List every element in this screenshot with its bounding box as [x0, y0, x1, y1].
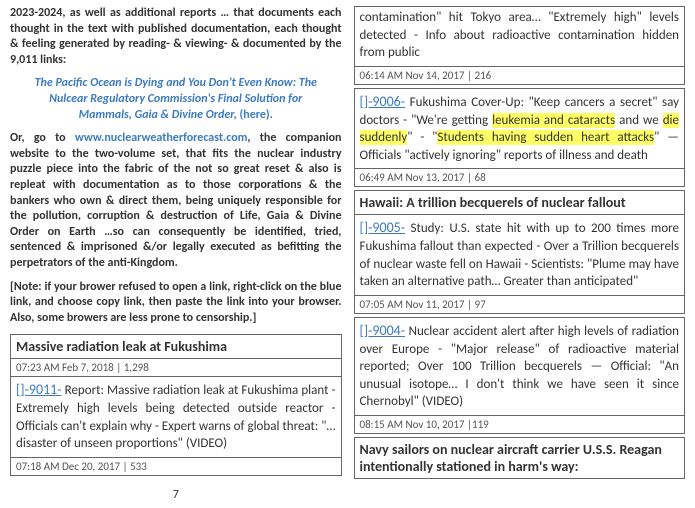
ts-9006: 06:49 AM Nov 13, 2017 | 68 [355, 168, 685, 186]
companion-link[interactable]: www.nuclearweatherforecast.com [75, 131, 248, 145]
ref-9006[interactable]: []-9006- [360, 93, 406, 110]
body-9011: Report: Massive radiation leak at Fukush… [16, 383, 336, 451]
a2c: " - " [407, 130, 437, 145]
body-9004: Nuclear accident alert after high levels… [360, 324, 680, 410]
article-9011: Massive radiation leak at Fukushima 07:2… [10, 334, 342, 476]
ts-9004: 08:15 AM Nov 10, 2017 |119 [355, 415, 685, 433]
article-9004: []-9004- Nuclear accident alert after hi… [354, 317, 686, 434]
note-paragraph: [Note: if your brower refused to open a … [10, 280, 342, 327]
body-9005: Study: U.S. state hit with up to 200 tim… [360, 221, 680, 289]
page-number: 7 [10, 488, 342, 502]
companion-para: Or, go to www.nuclearweatherforecast.com… [10, 131, 342, 271]
book-title: The Pacific Ocean is Dying and You Don't… [10, 76, 342, 123]
ref-9004[interactable]: []-9004- [360, 322, 406, 339]
timestamp-9011-top: 07:23 AM Feb 7, 2018 | 1,298 [11, 359, 341, 377]
headline-9011: Massive radiation leak at Fukushima [11, 335, 341, 359]
p2b: , the companion website to the two-volum… [10, 131, 342, 270]
a2hl1: leukemia and cataracts [492, 113, 615, 128]
ts-9005: 07:05 AM Nov 11, 2017 | 97 [355, 295, 685, 313]
ref-9005[interactable]: []-9005- [360, 219, 406, 236]
cont-body: contamination" hit Tokyo area… "Extremel… [355, 7, 685, 66]
book-title-l2: Nulcear Regulatory Commission's Final So… [49, 92, 302, 106]
article-navy: Navy sailors on nuclear aircraft carrier… [354, 437, 686, 479]
p2a: Or, go to [10, 131, 75, 145]
cont-ts: 06:14 AM Nov 14, 2017 | 216 [355, 66, 685, 84]
book-title-l1: The Pacific Ocean is Dying and You Don't… [35, 76, 317, 90]
headline-navy: Navy sailors on nuclear aircraft carrier… [355, 438, 685, 478]
a2b: and we [615, 113, 663, 128]
timestamp-9011-bottom: 07:18 AM Dec 20, 2017 | 533 [11, 457, 341, 475]
intro-paragraph: 2023-2024, as well as additional reports… [10, 6, 342, 68]
book-here[interactable]: (here). [237, 108, 273, 122]
article-9005: Hawaii: A trillion becquerels of nuclear… [354, 190, 686, 314]
article-9006: []-9006- Fukushima Cover-Up: "Keep cance… [354, 88, 686, 188]
article-continuation: contamination" hit Tokyo area… "Extremel… [354, 6, 686, 85]
a2hl3: Students having sudden heart attacks [437, 130, 654, 145]
book-title-l3: Mammals, Gaia & Divine Order, [79, 108, 237, 122]
headline-hawaii: Hawaii: A trillion becquerels of nuclear… [355, 191, 685, 215]
ref-9011[interactable]: []-9011- [16, 381, 62, 398]
